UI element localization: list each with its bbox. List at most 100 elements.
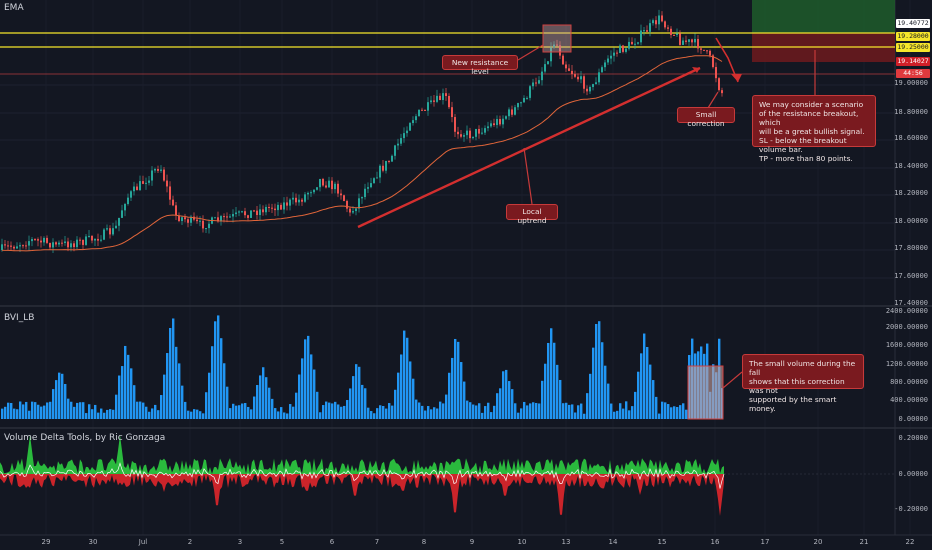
candle-body <box>274 208 276 211</box>
volume-bar <box>466 400 469 419</box>
volume-bar <box>397 372 400 419</box>
candle-body <box>553 44 555 48</box>
date-label: 6 <box>329 538 335 546</box>
volume-bar <box>34 402 37 419</box>
volume-bar <box>343 405 346 419</box>
volume-bar <box>91 409 94 419</box>
candle-body <box>127 197 129 205</box>
price-axis-label: 17.40000 <box>894 299 928 307</box>
candle-body <box>235 212 237 215</box>
volume-pane-label[interactable]: BVI_LB <box>4 313 35 323</box>
volume-bar <box>13 408 16 419</box>
candle-body <box>160 169 162 171</box>
candle-body <box>433 100 435 102</box>
volume-bar <box>139 401 142 419</box>
candle-body <box>673 34 675 36</box>
volume-bar <box>37 404 40 419</box>
volume-bar <box>442 403 445 419</box>
candle-body <box>655 20 657 25</box>
candle-body <box>313 189 315 193</box>
volume-bar <box>109 409 112 419</box>
volume-bar <box>208 372 211 419</box>
candle-body <box>550 47 552 62</box>
candle-body <box>316 187 318 190</box>
date-label: 14 <box>608 538 618 546</box>
candle-body <box>34 239 36 241</box>
volume-bar <box>658 413 661 419</box>
date-label: 17 <box>760 538 770 546</box>
price-pane-label[interactable]: EMA <box>4 3 24 13</box>
candle-body <box>451 107 453 118</box>
volume-bar <box>667 404 670 419</box>
candle-body <box>349 208 351 213</box>
volume-bar <box>364 388 367 419</box>
date-label: 7 <box>374 538 380 546</box>
volume-bar <box>511 389 514 419</box>
volume-bar <box>514 403 517 419</box>
scenario-callout[interactable]: We may consider a scenario of the resist… <box>752 95 876 163</box>
candle-body <box>40 240 42 243</box>
volume-bar <box>427 406 430 419</box>
delta-pane-label[interactable]: Volume Delta Tools, by Ric Gonzaga <box>4 433 166 443</box>
volume-bar <box>55 380 58 419</box>
volume-bar <box>148 411 151 419</box>
volume-bar <box>493 405 496 419</box>
candle-body <box>265 206 267 213</box>
volume-bar <box>382 405 385 419</box>
candle-body <box>271 207 273 209</box>
volume-bar <box>538 403 541 419</box>
scenario-line: of the resistance breakout, which <box>759 109 859 127</box>
volume-bar <box>622 408 625 419</box>
volume-bar <box>523 401 526 419</box>
volume-bar <box>331 403 334 419</box>
volume-bar <box>517 412 520 419</box>
candle-body <box>88 235 90 237</box>
candle-body <box>307 192 309 195</box>
volume-bar <box>670 407 673 419</box>
uptrend-callout[interactable]: Local uptrend <box>506 204 558 225</box>
volume-bar <box>358 366 361 419</box>
volume-bar <box>67 398 70 419</box>
volume-bar <box>448 372 451 419</box>
correction-callout[interactable]: Small correction <box>677 107 735 128</box>
volume-bar <box>643 333 646 419</box>
volume-bar <box>226 386 229 419</box>
volume-bar <box>304 339 307 419</box>
volume-bar <box>640 353 643 419</box>
candle-body <box>37 239 39 241</box>
volume-bar <box>319 412 322 419</box>
volume-bar <box>487 402 490 419</box>
candle-body <box>631 41 633 45</box>
volume-axis-label: 2400.00000 <box>885 307 928 315</box>
volume-bar <box>361 384 364 419</box>
volume-bar <box>169 327 172 419</box>
volume-bar <box>646 346 649 419</box>
volume-bar <box>241 403 244 419</box>
volume-bar <box>127 354 130 419</box>
candle-body <box>457 131 459 135</box>
date-label: 22 <box>905 538 915 546</box>
candle-body <box>481 132 483 134</box>
candle-body <box>10 245 12 247</box>
volume-bar <box>559 379 562 419</box>
volume-bar <box>97 412 100 419</box>
candle-body <box>556 44 558 46</box>
candle-body <box>628 41 630 49</box>
volume-bar <box>121 366 124 419</box>
volume-bar <box>682 403 685 419</box>
resistance-callout[interactable]: New resistance level <box>442 55 518 76</box>
volume-axis-label: 800.00000 <box>890 378 928 386</box>
candle-body <box>85 236 87 245</box>
volume-bar <box>508 381 511 419</box>
candle-body <box>688 39 690 42</box>
delta-line <box>0 462 725 489</box>
volume-note-callout[interactable]: The small volume during the fall shows t… <box>742 354 864 413</box>
candle-body <box>163 169 165 181</box>
volume-bar <box>112 409 115 419</box>
candle-body <box>604 62 606 68</box>
candle-body <box>13 246 15 249</box>
candle-body <box>679 33 681 45</box>
volume-bar <box>307 335 310 419</box>
date-label: 2 <box>187 538 193 546</box>
